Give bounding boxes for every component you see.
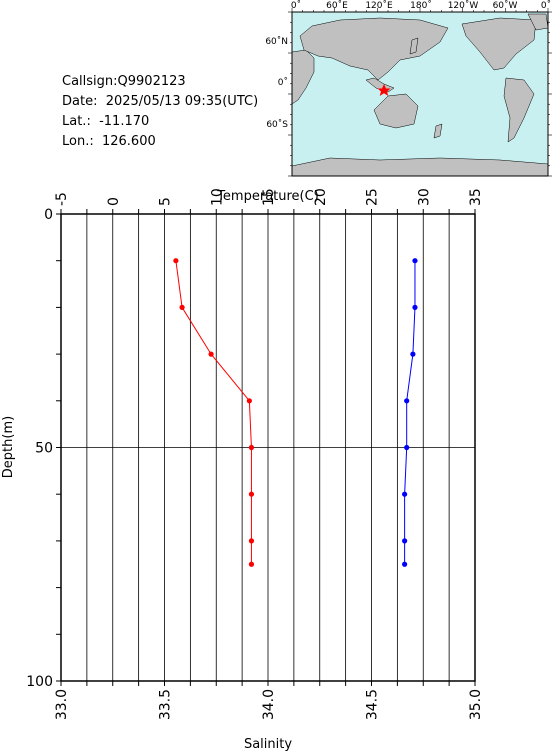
salinity-data-point	[404, 398, 410, 404]
temperature-tick-label: 35	[468, 188, 484, 206]
salinity-data-point	[412, 258, 418, 264]
north-america-land	[461, 17, 537, 71]
temperature-tick-label: 20	[313, 188, 329, 206]
map-lon-label-5: 120˚W	[448, 0, 479, 11]
salinity-tick-label: 35.0	[468, 689, 484, 720]
temperature-data-point	[208, 351, 214, 357]
south-america-land	[503, 77, 535, 143]
plot-ticks	[56, 209, 476, 686]
data-series	[173, 258, 418, 567]
map-lon-label-7: 0˚	[541, 0, 551, 11]
temperature-tick-label: 15	[261, 188, 277, 206]
temperature-data-point	[248, 444, 255, 451]
map-lon-label-6: 60˚W	[493, 0, 518, 11]
map-landmasses	[291, 13, 549, 177]
depth-tick-label: 50	[35, 441, 53, 457]
temperature-tick-label: 5	[158, 197, 174, 206]
eurasia-land	[299, 17, 449, 81]
temperature-axis-label: Temperature(C)	[216, 189, 319, 204]
depth-tick-labels: 0 50 100	[26, 207, 53, 690]
salinity-tick-label: 33.0	[54, 689, 70, 720]
depth-axis-label: Depth(m)	[1, 416, 16, 478]
salinity-tick-label: 34.5	[365, 689, 381, 720]
map-lon-label-2: 60˚E	[326, 0, 348, 11]
temperature-data-point	[179, 304, 185, 310]
temperature-data-point	[248, 491, 255, 497]
temperature-data-point	[248, 561, 255, 567]
station-info: Callsign:Q9902123 Date: 2025/05/13 09:35…	[62, 72, 258, 152]
map-lon-label-3: 120˚E	[365, 0, 393, 11]
new-zealand-land	[433, 123, 443, 139]
temperature-data-point	[248, 538, 255, 544]
temperature-data-point	[246, 398, 252, 404]
australia-land	[373, 93, 419, 129]
salinity-tick-label: 33.5	[158, 689, 174, 720]
map-lon-label-4: 180˚	[410, 0, 432, 11]
depth-tick-label: 0	[44, 207, 53, 223]
station-marker-star	[377, 84, 391, 96]
salinity-data-point	[402, 561, 408, 567]
temperature-tick-label: 25	[365, 188, 381, 206]
map-lon-label-1: 0˚	[291, 0, 301, 11]
salinity-tick-label: 34.0	[261, 689, 277, 720]
map-lat-label-eq: 0˚	[278, 77, 288, 88]
plot-grid	[60, 214, 476, 681]
map-lat-label-60s: 60˚S	[266, 119, 288, 130]
salinity-data-point	[402, 538, 408, 544]
temperature-profile-line	[175, 260, 252, 565]
temperature-data-point	[173, 258, 179, 264]
temperature-tick-label: 30	[416, 188, 432, 206]
temperature-tick-label: 0	[106, 197, 122, 206]
temperature-tick-labels: -5 0 5 10 15 20 25 30 35	[54, 188, 484, 206]
salinity-data-point	[402, 491, 408, 497]
depth-tick-label: 100	[26, 674, 53, 690]
temperature-tick-label: -5	[54, 192, 70, 206]
salinity-data-point	[410, 351, 416, 357]
salinity-profile-line	[404, 260, 416, 565]
salinity-data-point	[412, 304, 418, 310]
salinity-axis-label: Salinity	[244, 737, 292, 751]
callsign-text: Callsign:Q9902123	[62, 74, 186, 89]
map-lat-label-60n: 60˚N	[265, 36, 288, 47]
map-tick-marks	[288, 8, 552, 177]
temperature-tick-label: 10	[209, 188, 225, 206]
salinity-data-point	[404, 444, 410, 451]
date-text: Date: 2025/05/13 09:35(UTC)	[62, 94, 259, 109]
japan-land	[409, 37, 419, 55]
salinity-tick-labels: 33.0 33.5 34.0 34.5 35.0	[54, 689, 484, 720]
longitude-text: Lon.: 126.600	[62, 134, 156, 149]
latitude-text: Lat.: -11.170	[62, 114, 150, 129]
